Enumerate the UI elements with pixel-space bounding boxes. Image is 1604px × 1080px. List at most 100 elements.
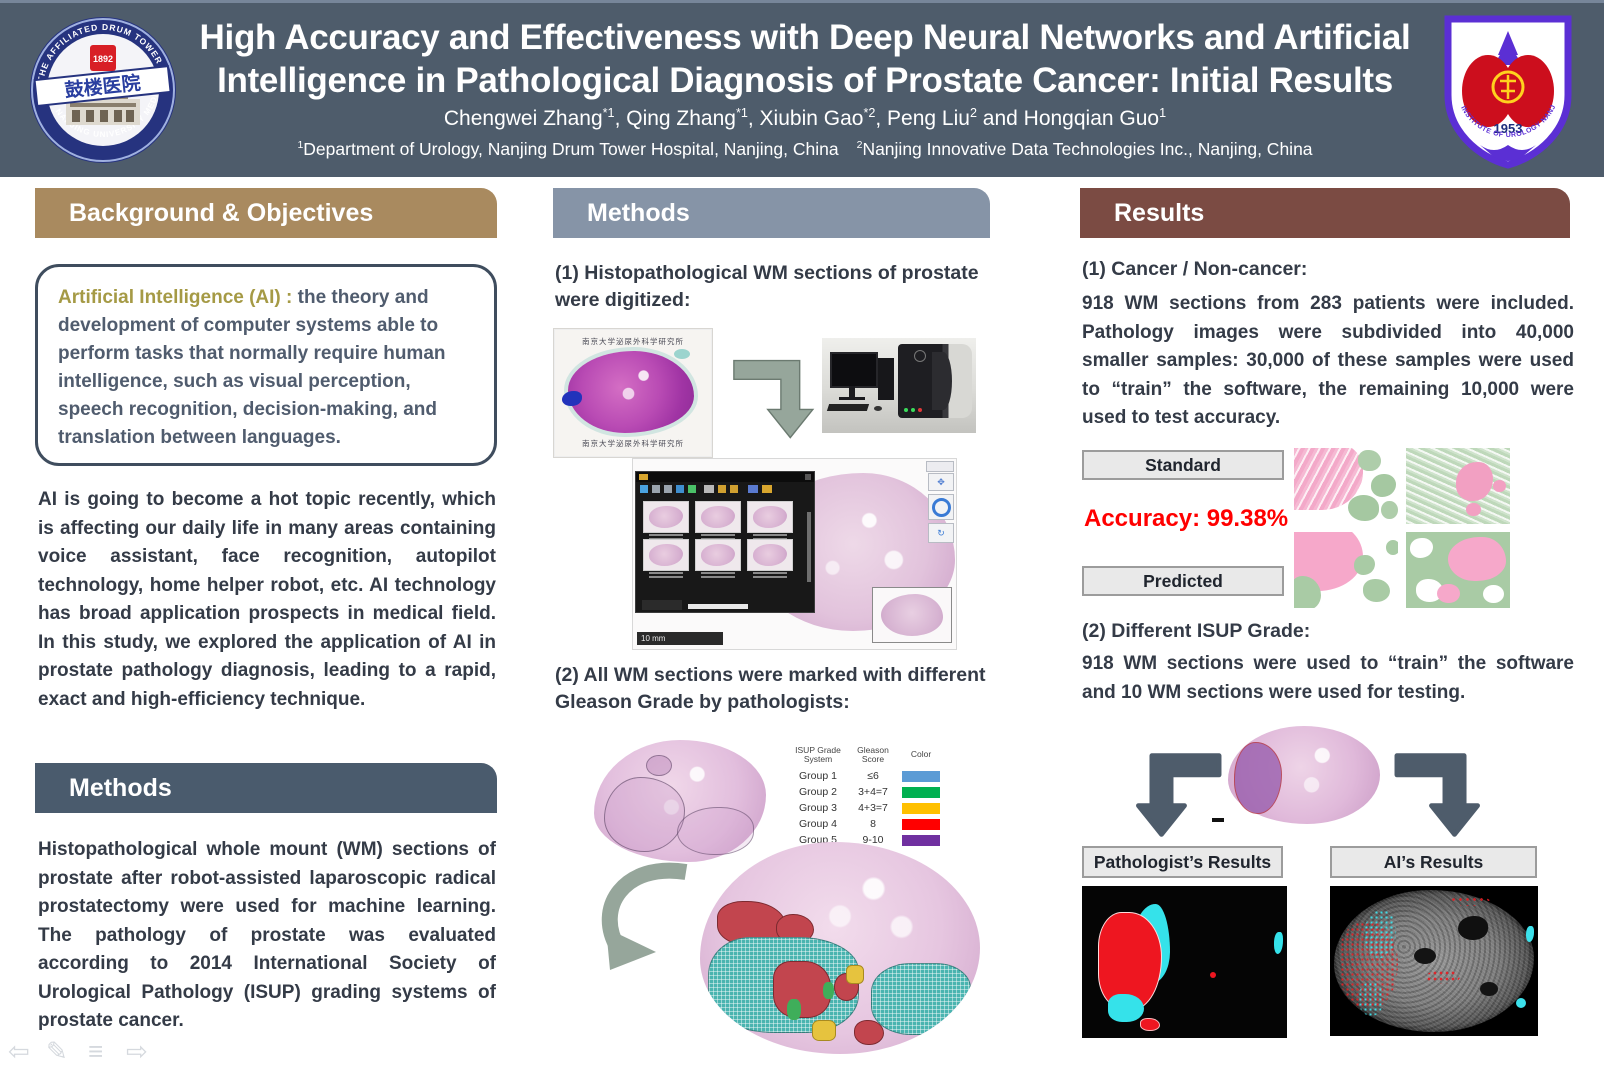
- methods-step2-text: (2) All WM sections were marked with dif…: [555, 664, 986, 714]
- pink-region: [1466, 502, 1481, 517]
- results1-paragraph: 918 WM sections from 283 patients were i…: [1082, 293, 1574, 428]
- section-header-methods-left: Methods: [35, 763, 497, 813]
- white-hole: [1482, 585, 1504, 604]
- viewer-file-panel[interactable]: [635, 471, 815, 613]
- pink-region: [1493, 479, 1506, 493]
- green-region: [1362, 579, 1390, 602]
- panel-scrollbar[interactable]: [807, 512, 811, 582]
- slide-ink-dot: [562, 391, 582, 406]
- edit-pencil-icon[interactable]: ✎: [46, 1036, 68, 1066]
- ai-definition-highlight: Artificial Intelligence (AI) :: [58, 287, 298, 308]
- poster-title-line2: Intelligence in Pathological Diagnosis o…: [217, 61, 1393, 100]
- arrow-down-icon: [732, 352, 826, 448]
- scale-bar: 10 mm: [637, 632, 723, 645]
- gleason-header-row: ISUP Grade System Gleason Score Color: [795, 744, 932, 764]
- grade3-region: [812, 1020, 837, 1042]
- arrow-down-left-icon: [1118, 748, 1228, 844]
- scanner-led-green2: [911, 408, 915, 412]
- cancer-region-red: [1098, 912, 1162, 1010]
- histology-slide-photo: 南京大学泌尿外科学研究所 南京大学泌尿外科学研究所: [553, 328, 713, 458]
- slide-tissue-blob: [568, 351, 694, 433]
- slide-thumbnail[interactable]: [643, 501, 689, 540]
- standard-label: Standard: [1082, 450, 1284, 480]
- cyan-region: [1108, 994, 1144, 1022]
- pathologist-result-image: [1082, 886, 1287, 1038]
- building-sketch: [66, 93, 140, 125]
- predicted-sample-image-2: [1406, 532, 1510, 608]
- monitor-base: [839, 397, 865, 400]
- ai-results-label: AI’s Results: [1330, 846, 1537, 878]
- color-swatch: [902, 818, 940, 830]
- predicted-sample-image-1: [1294, 532, 1398, 608]
- scanner-door: [932, 352, 952, 410]
- predicted-label: Predicted: [1082, 566, 1284, 596]
- grade3-region: [845, 964, 865, 984]
- gleason-row: Group 2 3+4=7: [786, 784, 948, 800]
- toolbar-sort-icon[interactable]: [718, 485, 726, 493]
- methods-step1-text: (1) Histopathological WM sections of pro…: [555, 262, 979, 312]
- section-header-methods-middle: Methods: [553, 188, 990, 238]
- cyan-mark-small: [1516, 998, 1526, 1008]
- toolbar-forward-icon[interactable]: [664, 485, 672, 493]
- toolbar-sort2-icon[interactable]: [730, 485, 738, 493]
- color-swatch: [902, 770, 940, 782]
- methods-paragraph: Histopathological whole mount (WM) secti…: [38, 839, 496, 1031]
- green-region: [1358, 449, 1382, 471]
- green-region: [1354, 554, 1376, 575]
- standard-sample-image-1: [1294, 448, 1398, 524]
- slide-thumbnail[interactable]: [695, 501, 741, 540]
- slide-thumbnail[interactable]: [747, 501, 793, 540]
- zoom-wheel-icon[interactable]: [928, 494, 954, 520]
- slide-thumbnail[interactable]: [643, 539, 689, 578]
- section-header-results: Results: [1080, 188, 1570, 238]
- pan-control-icon[interactable]: ✥: [928, 473, 954, 491]
- zoom-level-box[interactable]: [926, 461, 954, 472]
- slide-teal-speck: [674, 349, 690, 359]
- nav-back-icon[interactable]: ⇦: [8, 1036, 30, 1066]
- pathologist-results-label: Pathologist’s Results: [1082, 846, 1283, 878]
- results2-paragraph: 918 WM sections were used to “train” the…: [1082, 653, 1574, 703]
- toolbar-up-icon[interactable]: [688, 485, 696, 493]
- panel-toolbar[interactable]: [638, 484, 810, 494]
- grade1-region: [870, 962, 971, 1035]
- white-hole: [1410, 538, 1434, 558]
- panel-close-icon[interactable]: [805, 474, 811, 480]
- grade2-region: [823, 981, 835, 999]
- nav-forward-icon[interactable]: ⇨: [126, 1036, 148, 1066]
- background-paragraph: AI is going to become a hot topic recent…: [38, 489, 496, 710]
- toolbar-home-icon[interactable]: [640, 485, 648, 493]
- affiliations-line: 1Department of Urology, Nanjing Drum Tow…: [297, 139, 1313, 159]
- viewer-controls[interactable]: ✥ ↻: [928, 473, 954, 551]
- slide-thumbnail[interactable]: [695, 539, 741, 578]
- annotated-tissue-large: [700, 842, 980, 1054]
- toolbar-folder-icon[interactable]: [762, 485, 772, 493]
- institute-urology-logo-icon: 1953 INSTITUTE OF UROLOGY NANJING UNIVER…: [1429, 4, 1584, 171]
- computer-tower: [878, 358, 894, 400]
- slide-thumbnail[interactable]: [747, 539, 793, 578]
- rotate-control-icon[interactable]: ↻: [928, 523, 954, 543]
- toolbar-print-icon[interactable]: [748, 485, 758, 493]
- list-menu-icon[interactable]: ≡: [88, 1036, 104, 1066]
- scale-dash: [1212, 818, 1224, 822]
- test-tissue-image: [1212, 726, 1380, 824]
- panel-titlebar: [636, 472, 814, 482]
- scanner-led-red: [918, 408, 922, 412]
- grade4-region: [772, 960, 831, 1018]
- overview-inset[interactable]: [872, 587, 952, 643]
- slide-label-bottom: 南京大学泌尿外科学研究所: [582, 439, 684, 448]
- toolbar-refresh-icon[interactable]: [676, 485, 684, 493]
- mouse: [874, 406, 882, 411]
- inset-tissue-blob: [881, 594, 943, 636]
- outlined-region: [676, 807, 755, 856]
- dark-hole: [1414, 948, 1436, 964]
- cyan-region-small: [1274, 932, 1283, 954]
- toolbar-back-icon[interactable]: [652, 485, 660, 493]
- pink-region: [1447, 536, 1506, 581]
- thumbnail-grid[interactable]: [640, 498, 800, 578]
- red-region-small: [1140, 1018, 1160, 1031]
- green-region: [1348, 495, 1380, 521]
- scanner-led-green: [904, 408, 908, 412]
- toolbar-view-icon[interactable]: [704, 485, 714, 493]
- poster-title-line1: High Accuracy and Effectiveness with Dee…: [199, 18, 1411, 57]
